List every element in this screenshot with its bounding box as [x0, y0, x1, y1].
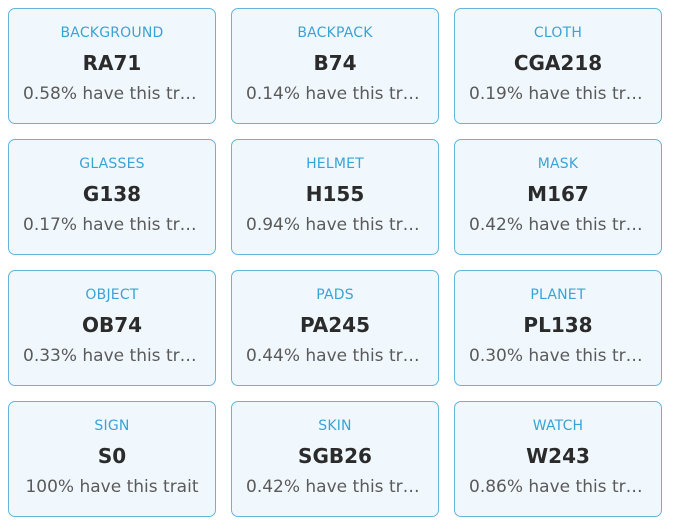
trait-type: SKIN: [318, 418, 352, 434]
trait-rarity: 0.44% have this trait: [246, 346, 424, 366]
trait-value: H155: [305, 182, 365, 206]
trait-type: PADS: [316, 287, 354, 303]
trait-rarity: 0.94% have this trait: [246, 215, 424, 235]
trait-card-background[interactable]: BACKGROUND RA71 0.58% have this trait: [8, 8, 216, 124]
trait-rarity: 0.19% have this trait: [469, 84, 647, 104]
trait-card-watch[interactable]: WATCH W243 0.86% have this trait: [454, 401, 662, 517]
trait-type: SIGN: [94, 418, 130, 434]
trait-value: RA71: [82, 51, 142, 75]
trait-type: WATCH: [532, 418, 584, 434]
trait-card-sign[interactable]: SIGN S0 100% have this trait: [8, 401, 216, 517]
trait-type: GLASSES: [79, 156, 145, 172]
trait-value: B74: [313, 51, 357, 75]
trait-value: M167: [527, 182, 589, 206]
trait-value: W243: [526, 444, 590, 468]
trait-card-glasses[interactable]: GLASSES G138 0.17% have this trait: [8, 139, 216, 255]
trait-type: HELMET: [306, 156, 364, 172]
trait-type: PLANET: [530, 287, 586, 303]
trait-card-pads[interactable]: PADS PA245 0.44% have this trait: [231, 270, 439, 386]
trait-type: BACKPACK: [297, 25, 373, 41]
trait-rarity: 0.14% have this trait: [246, 84, 424, 104]
trait-value: G138: [82, 182, 142, 206]
trait-card-skin[interactable]: SKIN SGB26 0.42% have this trait: [231, 401, 439, 517]
trait-card-helmet[interactable]: HELMET H155 0.94% have this trait: [231, 139, 439, 255]
trait-value: SGB26: [298, 444, 372, 468]
trait-card-planet[interactable]: PLANET PL138 0.30% have this trait: [454, 270, 662, 386]
trait-rarity: 0.33% have this trait: [23, 346, 201, 366]
trait-card-backpack[interactable]: BACKPACK B74 0.14% have this trait: [231, 8, 439, 124]
trait-rarity: 0.30% have this trait: [469, 346, 647, 366]
trait-type: BACKGROUND: [60, 25, 164, 41]
trait-type: CLOTH: [533, 25, 583, 41]
trait-rarity: 0.42% have this trait: [246, 477, 424, 497]
trait-value: CGA218: [513, 51, 603, 75]
trait-value: PL138: [523, 313, 593, 337]
trait-card-object[interactable]: OBJECT OB74 0.33% have this trait: [8, 270, 216, 386]
trait-value: OB74: [81, 313, 143, 337]
trait-rarity: 100% have this trait: [25, 477, 199, 497]
trait-card-cloth[interactable]: CLOTH CGA218 0.19% have this trait: [454, 8, 662, 124]
trait-value: S0: [97, 444, 127, 468]
trait-rarity: 0.58% have this trait: [23, 84, 201, 104]
trait-value: PA245: [299, 313, 371, 337]
trait-rarity: 0.17% have this trait: [23, 215, 201, 235]
trait-rarity: 0.42% have this trait: [469, 215, 647, 235]
trait-rarity: 0.86% have this trait: [469, 477, 647, 497]
traits-grid: BACKGROUND RA71 0.58% have this trait BA…: [8, 8, 662, 517]
trait-card-mask[interactable]: MASK M167 0.42% have this trait: [454, 139, 662, 255]
trait-type: MASK: [537, 156, 579, 172]
trait-type: OBJECT: [85, 287, 139, 303]
